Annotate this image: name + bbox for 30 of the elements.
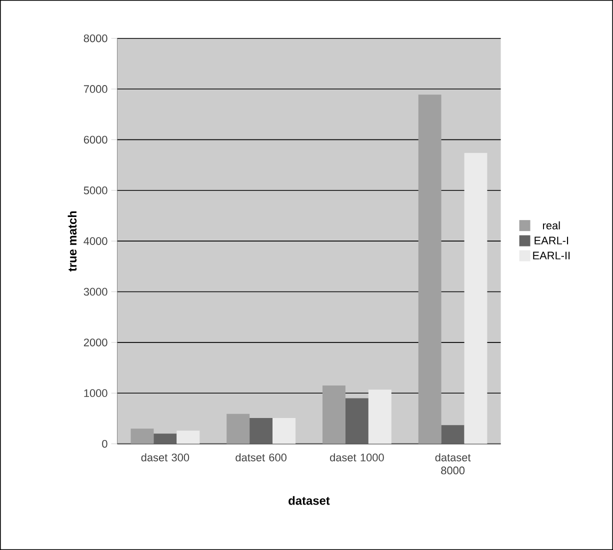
x-tick-label: datset 600	[236, 453, 286, 462]
y-tick-label: 5000	[84, 186, 108, 194]
bar	[250, 418, 273, 444]
bar	[368, 390, 392, 444]
x-tick-label: daset 1000	[330, 453, 384, 462]
bar	[464, 152, 488, 444]
bar	[226, 414, 250, 444]
y-tick-label: 6000	[84, 136, 108, 144]
bar	[418, 94, 442, 444]
bar	[176, 430, 200, 444]
y-tick-label: 4000	[84, 237, 108, 245]
legend-label: EARL-II	[533, 252, 570, 260]
bar	[441, 425, 464, 444]
legend-label: EARL-I	[534, 236, 568, 244]
bar	[154, 434, 177, 444]
bar	[130, 428, 154, 444]
bar	[322, 385, 346, 444]
x-tick-label: dataset 8000	[435, 453, 471, 474]
y-tick-label: 2000	[84, 338, 108, 346]
y-tick-label: 1000	[84, 389, 108, 397]
legend-label: real	[543, 221, 560, 230]
y-tick-label: 8000	[84, 34, 108, 42]
bar	[272, 418, 296, 444]
bar	[345, 398, 368, 444]
y-tick-label: 3000	[84, 288, 108, 296]
y-tick-label: 0	[102, 440, 108, 448]
y-tick-label: 7000	[84, 85, 108, 93]
y-axis-title: true match	[68, 211, 77, 272]
x-tick-label: daset 300	[141, 453, 190, 462]
x-axis-title: dataset	[288, 496, 330, 505]
